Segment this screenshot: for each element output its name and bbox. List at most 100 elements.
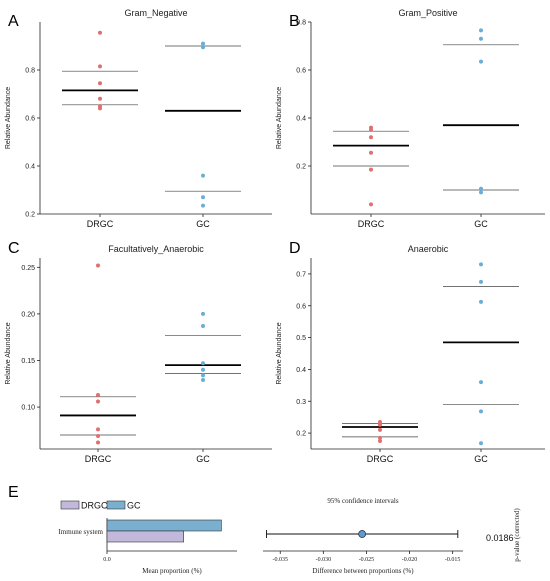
category-label: GC	[196, 219, 210, 229]
data-point-drgc	[378, 435, 382, 440]
data-point-drgc	[369, 167, 373, 172]
data-point-gc	[201, 203, 205, 208]
data-point-gc	[201, 41, 205, 46]
y-tick-label: 0.4	[296, 116, 306, 123]
y-tick-label: 0.6	[296, 303, 306, 310]
category-label: GC	[474, 454, 488, 464]
data-point-gc	[201, 195, 205, 200]
data-point-gc	[201, 173, 205, 178]
bar-x-axis-label: Mean proportion (%)	[142, 567, 202, 575]
category-label: DRGC	[87, 219, 114, 229]
y-axis-label: Relative Abundance	[276, 87, 283, 149]
data-point-gc	[201, 361, 205, 366]
data-point-drgc	[98, 81, 102, 86]
y-axis-label: Relative Abundance	[5, 87, 12, 149]
category-label: DRGC	[358, 219, 385, 229]
ci-x-axis-label: Difference between proportions (%)	[312, 567, 414, 575]
panel-title: Anaerobic	[408, 244, 449, 254]
category-label: GC	[196, 454, 210, 464]
data-point-drgc	[378, 422, 382, 427]
panel-letter: D	[289, 240, 301, 257]
y-tick-label: 0.8	[296, 20, 306, 27]
data-point-gc	[479, 59, 483, 64]
bar-x-tick-label: 0.0	[103, 557, 111, 563]
data-point-drgc	[96, 440, 100, 445]
y-tick-label: 0.8	[25, 68, 35, 75]
category-label: GC	[474, 219, 488, 229]
y-axis-label: Relative Abundance	[5, 322, 12, 384]
data-point-gc	[479, 28, 483, 33]
y-tick-label: 0.20	[21, 311, 35, 318]
category-label: Immune system	[58, 528, 103, 536]
panel-title: Facultatively_Anaerobic	[108, 244, 204, 254]
data-point-drgc	[369, 128, 373, 132]
panel-letter: E	[8, 484, 19, 501]
data-point-drgc	[96, 399, 100, 404]
data-point-gc	[479, 380, 483, 385]
ci-x-tick-label: -0.035	[272, 557, 288, 563]
data-point-drgc	[96, 433, 100, 438]
data-point-drgc	[96, 263, 100, 268]
y-tick-label: 0.4	[25, 164, 35, 171]
data-point-drgc	[369, 202, 373, 207]
data-point-gc	[479, 36, 483, 41]
data-point-drgc	[98, 30, 102, 35]
ci-x-tick-label: -0.025	[359, 557, 375, 563]
data-point-drgc	[369, 135, 373, 140]
y-tick-label: 0.25	[21, 265, 35, 272]
data-point-gc	[201, 45, 205, 50]
data-point-gc	[479, 409, 483, 414]
data-point-gc	[201, 311, 205, 316]
y-tick-label: 0.2	[296, 431, 306, 438]
data-point-gc	[479, 299, 483, 304]
y-tick-label: 0.4	[296, 367, 306, 374]
data-point-drgc	[98, 96, 102, 101]
data-point-drgc	[98, 106, 102, 111]
ci-title: 95% confidence intervals	[327, 497, 398, 505]
y-tick-label: 0.3	[296, 399, 306, 406]
data-point-gc	[201, 367, 205, 372]
data-point-gc	[201, 324, 205, 329]
data-point-drgc	[378, 439, 382, 444]
data-point-drgc	[369, 150, 373, 155]
y-tick-label: 0.15	[21, 358, 35, 365]
data-point-gc	[479, 190, 483, 195]
ci-x-tick-label: -0.015	[445, 557, 461, 563]
data-point-gc	[479, 279, 483, 284]
data-point-gc	[479, 262, 483, 267]
ci-x-tick-label: -0.030	[316, 557, 332, 563]
p-value: 0.0186	[486, 533, 514, 543]
panel-letter: C	[8, 240, 20, 257]
data-point-drgc	[96, 392, 100, 397]
y-tick-label: 0.2	[296, 164, 306, 171]
data-point-gc	[201, 378, 205, 383]
bar-drgc	[106, 530, 184, 543]
panel-letter: B	[289, 13, 300, 30]
legend-label-drgc: DRGC	[81, 501, 108, 511]
y-tick-label: 0.7	[296, 271, 306, 278]
category-label: DRGC	[85, 454, 112, 464]
panel-letter: A	[8, 13, 19, 30]
data-point-gc	[201, 373, 205, 378]
legend-label-gc: GC	[127, 501, 141, 511]
bar-gc	[106, 519, 222, 532]
data-point-gc	[479, 441, 483, 446]
ci-estimate-marker	[358, 530, 366, 538]
ci-x-tick-label: -0.020	[402, 557, 418, 563]
y-tick-label: 0.6	[296, 68, 306, 75]
category-label: DRGC	[367, 454, 394, 464]
panel-title: Gram_Negative	[124, 8, 187, 18]
y-tick-label: 0.6	[25, 116, 35, 123]
y-tick-label: 0.5	[296, 335, 306, 342]
y-tick-label: 0.2	[25, 212, 35, 219]
y-tick-label: 0.10	[21, 405, 35, 412]
y-axis-label: Relative Abundance	[276, 322, 283, 384]
data-point-gc	[479, 186, 483, 191]
legend-swatch-gc	[106, 500, 126, 510]
data-point-drgc	[96, 427, 100, 432]
legend-swatch-drgc	[60, 500, 80, 510]
p-value-label: p-value (corrected)	[513, 508, 521, 562]
panel-title: Gram_Positive	[398, 8, 457, 18]
data-point-drgc	[378, 427, 382, 432]
